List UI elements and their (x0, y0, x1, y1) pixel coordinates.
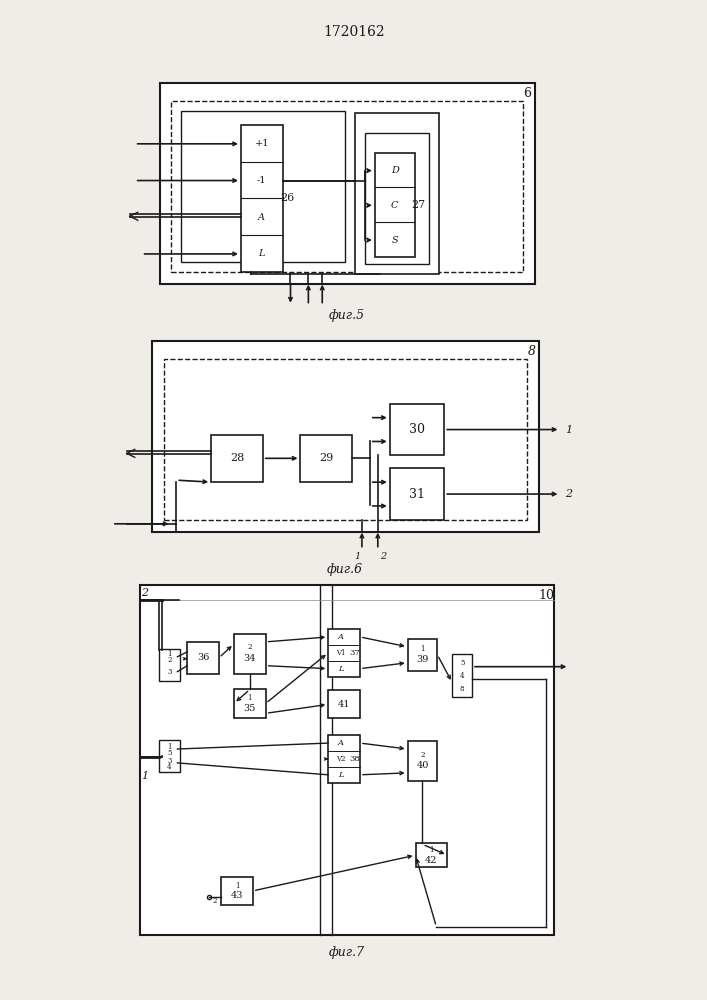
Text: фиг.7: фиг.7 (329, 946, 365, 959)
Text: 2: 2 (141, 588, 148, 598)
Bar (390, 404, 444, 455)
Text: 1: 1 (565, 425, 572, 435)
Bar (171, 101, 522, 272)
Bar (151, 341, 539, 532)
Text: 36: 36 (197, 653, 209, 662)
Text: 39: 39 (416, 655, 428, 664)
Text: L: L (338, 771, 344, 779)
Text: 26: 26 (281, 193, 295, 203)
Text: 8: 8 (460, 685, 464, 693)
Text: 37: 37 (350, 649, 361, 657)
Text: 5: 5 (168, 749, 172, 757)
Text: 1: 1 (168, 743, 172, 751)
Text: 42: 42 (425, 856, 438, 865)
Text: 2: 2 (168, 656, 172, 664)
Bar (455, 657, 469, 669)
Bar (452, 654, 472, 697)
Text: 3: 3 (168, 757, 172, 765)
Text: -1: -1 (257, 176, 267, 185)
Bar (390, 468, 444, 520)
Text: 43: 43 (230, 891, 243, 900)
Bar (160, 83, 534, 284)
Bar (241, 125, 283, 272)
Bar (407, 741, 438, 781)
Text: 1: 1 (235, 882, 239, 890)
Text: A: A (258, 213, 265, 222)
Text: 6: 6 (524, 87, 532, 100)
Bar (328, 629, 360, 677)
Text: 29: 29 (319, 453, 333, 463)
Text: 4: 4 (460, 672, 464, 680)
Text: 5: 5 (460, 659, 464, 667)
Text: +1: +1 (255, 139, 269, 148)
Text: 3: 3 (168, 668, 172, 676)
Text: 4: 4 (168, 763, 172, 771)
Bar (161, 743, 177, 756)
Bar (365, 133, 429, 264)
Bar (158, 649, 180, 681)
Bar (300, 435, 352, 482)
Bar (163, 359, 527, 520)
Bar (375, 153, 414, 257)
Text: 1720162: 1720162 (323, 25, 385, 39)
Bar (416, 843, 448, 867)
Text: фиг.5: фиг.5 (329, 309, 365, 322)
Text: 2: 2 (247, 643, 252, 651)
Text: A: A (338, 739, 344, 747)
Text: 8: 8 (527, 345, 536, 358)
Text: 2: 2 (420, 751, 425, 759)
Text: 2: 2 (213, 897, 217, 905)
Bar (211, 435, 263, 482)
Text: 31: 31 (409, 488, 425, 501)
Bar (182, 111, 345, 262)
Text: 41: 41 (338, 700, 351, 709)
Text: A: A (338, 633, 344, 641)
Bar (328, 735, 360, 783)
Bar (221, 877, 253, 905)
Text: фиг.6: фиг.6 (327, 563, 363, 576)
Bar (234, 634, 266, 674)
Bar (161, 650, 177, 664)
Bar (328, 690, 360, 718)
Bar (140, 585, 554, 935)
Bar (455, 670, 469, 682)
Text: 2: 2 (380, 552, 386, 561)
Text: 1: 1 (168, 650, 172, 658)
Text: 2: 2 (565, 489, 572, 499)
Text: C: C (391, 201, 399, 210)
Bar (187, 642, 219, 674)
Text: S: S (392, 236, 398, 245)
Bar (161, 757, 177, 770)
Text: 1: 1 (354, 552, 360, 561)
Text: 27: 27 (411, 200, 426, 210)
Text: L: L (338, 665, 344, 673)
Bar (355, 113, 439, 274)
Bar (407, 639, 438, 671)
Text: 1: 1 (420, 645, 425, 653)
Bar (158, 740, 180, 772)
Text: 34: 34 (244, 654, 256, 663)
Bar (455, 683, 469, 694)
Text: V1: V1 (337, 649, 346, 657)
Text: 1: 1 (141, 771, 148, 781)
Text: 38: 38 (350, 755, 361, 763)
Text: 10: 10 (539, 589, 554, 602)
Text: 28: 28 (230, 453, 244, 463)
Text: L: L (259, 249, 265, 258)
Text: 1: 1 (247, 694, 252, 702)
Bar (234, 689, 266, 718)
Text: V2: V2 (337, 755, 346, 763)
Text: 1: 1 (429, 846, 433, 854)
Text: 35: 35 (244, 704, 256, 713)
Text: D: D (391, 166, 399, 175)
Text: 40: 40 (416, 761, 428, 770)
Bar (161, 665, 177, 679)
Text: 30: 30 (409, 423, 425, 436)
